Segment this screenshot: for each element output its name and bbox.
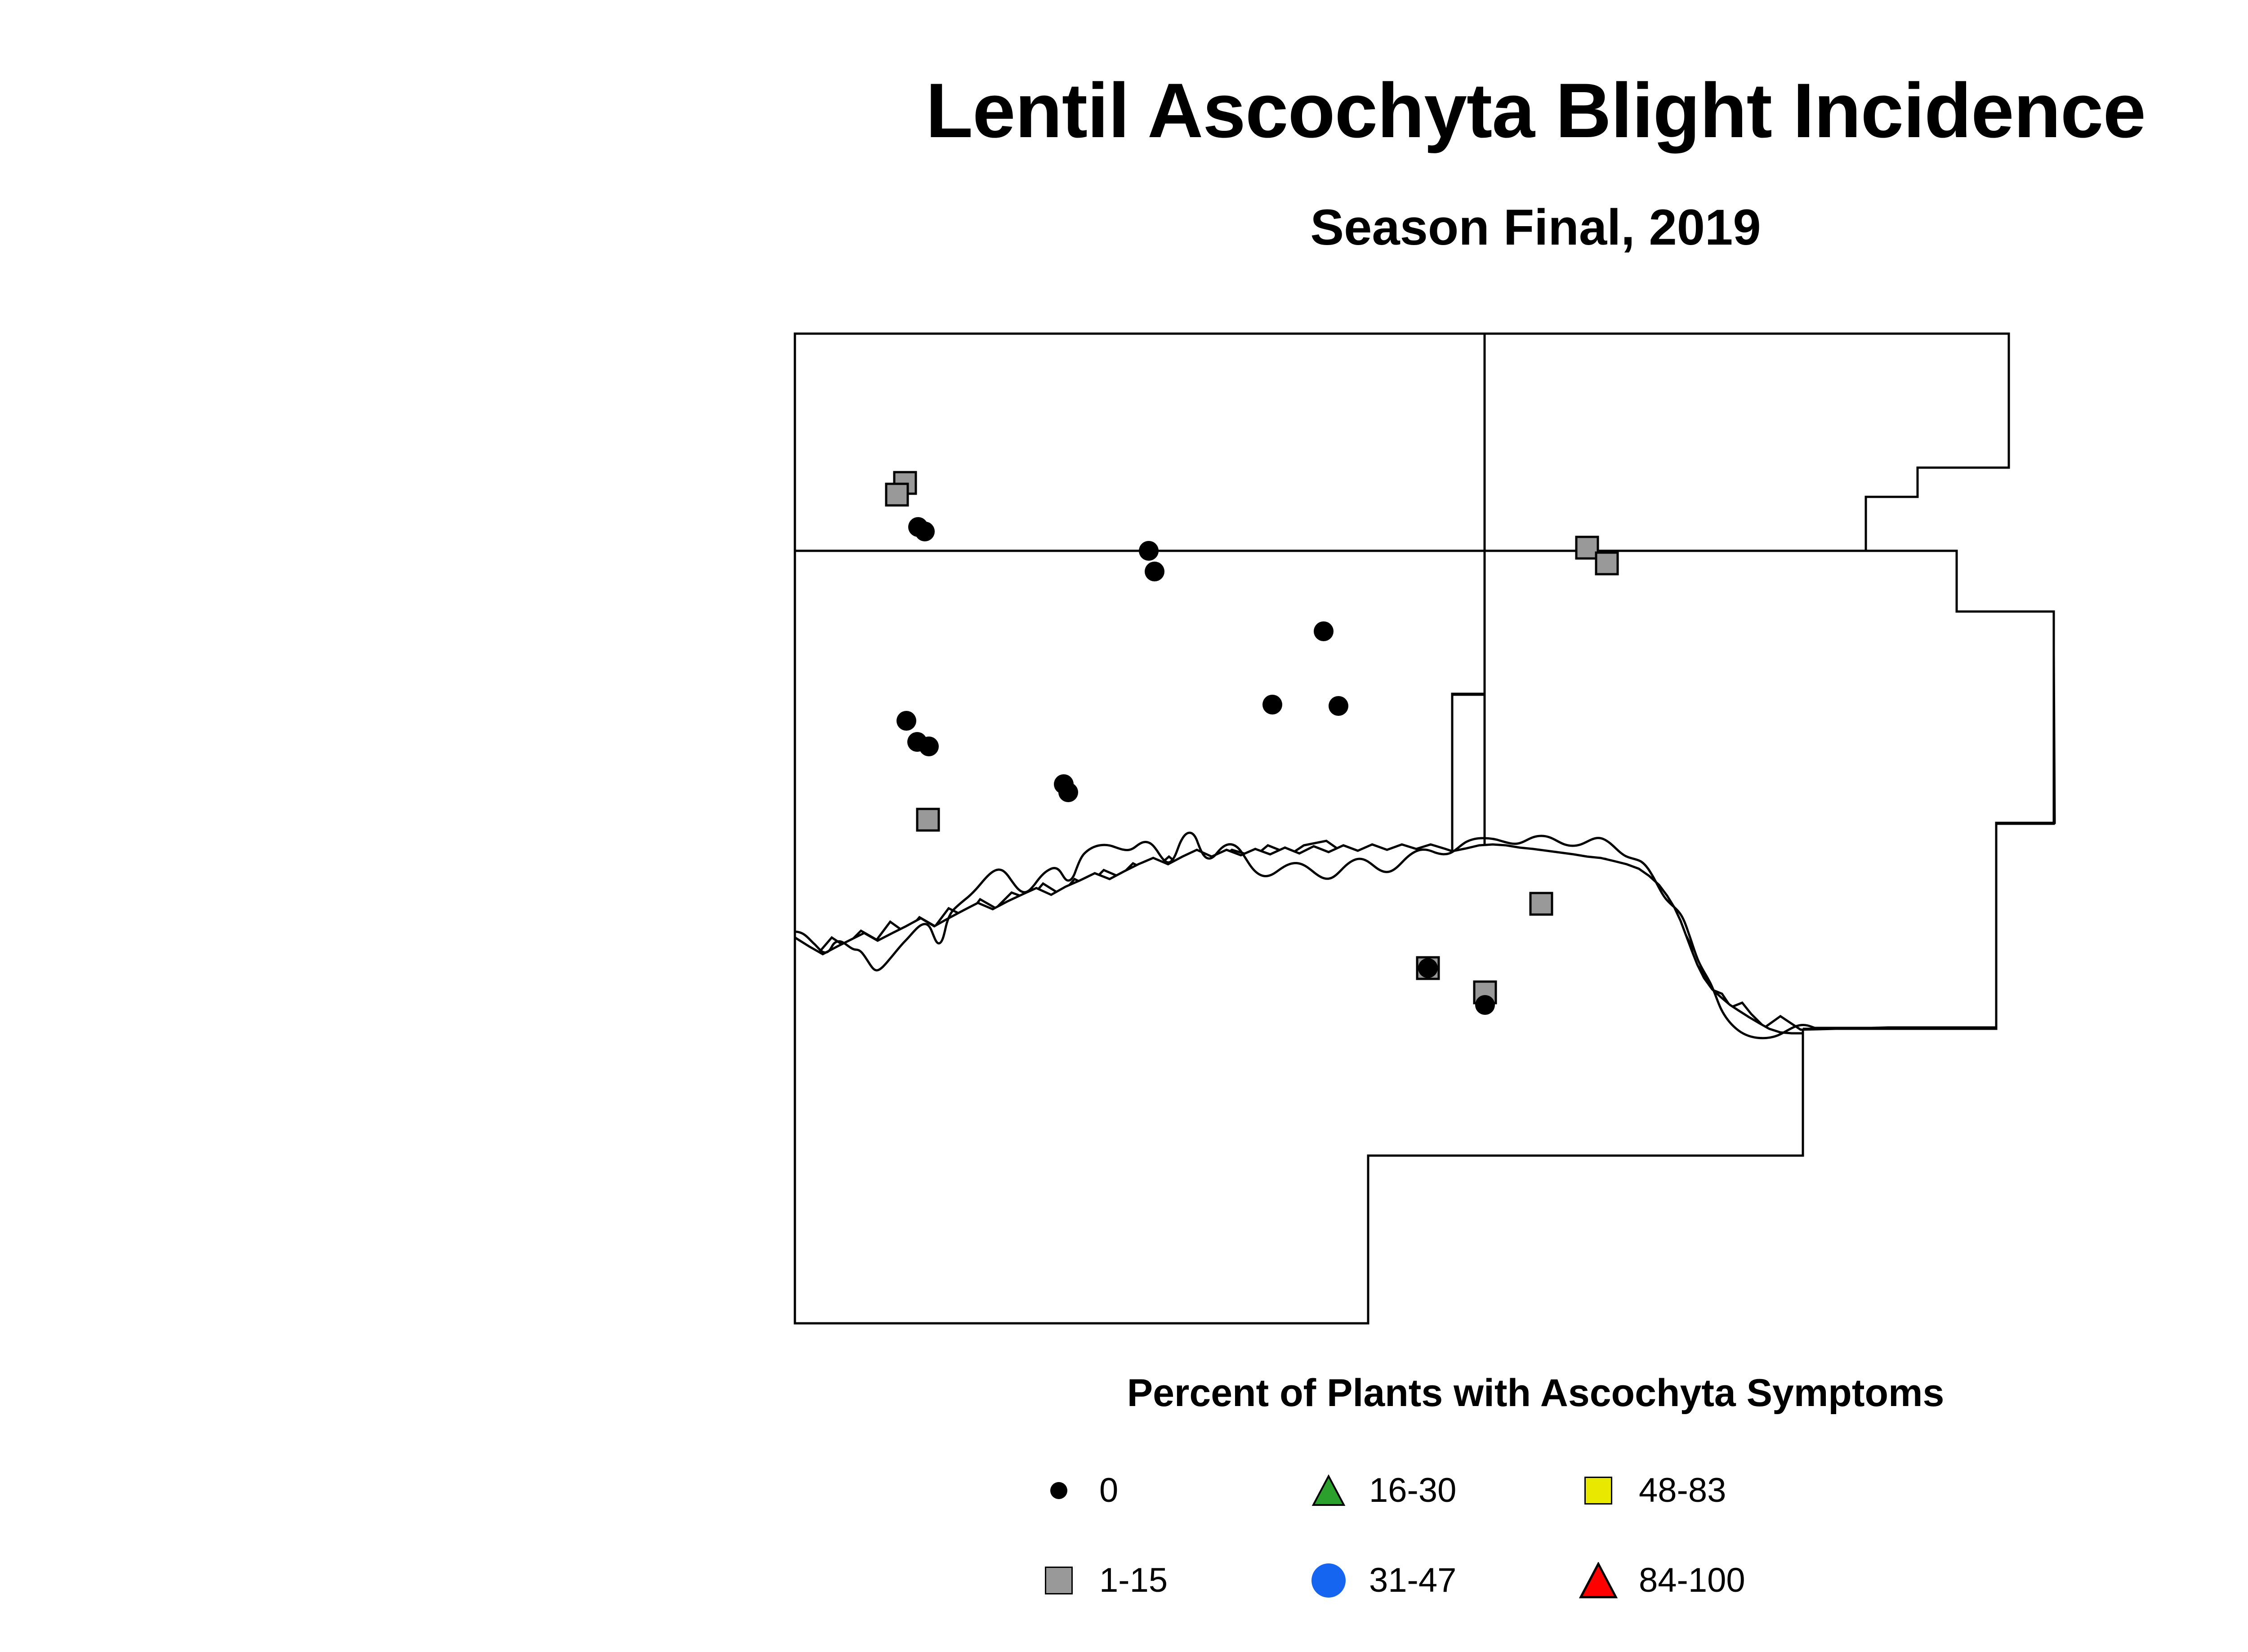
legend-circle-small-icon bbox=[1039, 1470, 1079, 1511]
river-boundary bbox=[794, 831, 1996, 1040]
legend-yellow-square-icon bbox=[1578, 1470, 1619, 1511]
legend-item-31-47[interactable]: 31-47 bbox=[1308, 1536, 1578, 1625]
legend-label-84-100: 84-100 bbox=[1639, 1561, 1745, 1599]
site-ne-square-a[interactable] bbox=[1575, 536, 1599, 560]
site-se-square-a[interactable] bbox=[1529, 892, 1553, 916]
site-w-circle-a[interactable] bbox=[897, 711, 916, 731]
legend-label-0: 0 bbox=[1099, 1471, 1119, 1509]
site-n-circle-b[interactable] bbox=[1145, 562, 1164, 581]
legend-item-1-15[interactable]: 1-15 bbox=[1039, 1536, 1308, 1625]
legend: 0 1-15 16-30 31-47 48-83 bbox=[1039, 1446, 1983, 1625]
page-subtitle: Season Final, 2019 bbox=[1310, 199, 1761, 255]
legend-label-16-30: 16-30 bbox=[1369, 1471, 1457, 1509]
site-ne-square-b[interactable] bbox=[1595, 551, 1619, 576]
border-east-step bbox=[1803, 551, 2055, 1030]
legend-blue-circle-icon bbox=[1308, 1560, 1349, 1601]
region-northeast bbox=[1483, 332, 2010, 552]
site-s-circle-b[interactable] bbox=[1475, 995, 1495, 1015]
site-c-circle-a[interactable] bbox=[1314, 621, 1334, 641]
site-s-circle-a[interactable] bbox=[1418, 958, 1438, 978]
legend-item-16-30[interactable]: 16-30 bbox=[1308, 1446, 1578, 1536]
site-nw-circle-b[interactable] bbox=[915, 522, 935, 541]
legend-label-1-15: 1-15 bbox=[1099, 1561, 1168, 1599]
legend-label-31-47: 31-47 bbox=[1369, 1561, 1457, 1599]
region-south-central bbox=[794, 843, 1804, 1325]
legend-item-48-83[interactable]: 48-83 bbox=[1578, 1446, 1848, 1536]
page-title: Lentil Ascochyta Blight Incidence bbox=[925, 67, 2146, 154]
legend-green-triangle-icon bbox=[1308, 1470, 1349, 1511]
legend-title: Percent of Plants with Ascochyta Symptom… bbox=[1127, 1371, 1945, 1415]
site-sw-square[interactable] bbox=[916, 808, 940, 832]
legend-item-0[interactable]: 0 bbox=[1039, 1446, 1308, 1536]
region-northwest bbox=[794, 332, 1486, 552]
legend-label-48-83: 48-83 bbox=[1639, 1471, 1726, 1509]
site-c-circle-c[interactable] bbox=[1329, 696, 1348, 716]
site-wc-circle-b[interactable] bbox=[1058, 782, 1078, 802]
legend-item-84-100[interactable]: 84-100 bbox=[1578, 1536, 1848, 1625]
border-northeast-step bbox=[1864, 334, 2010, 552]
marker-layer-circles bbox=[897, 517, 1495, 1015]
legend-red-triangle-icon bbox=[1578, 1560, 1619, 1601]
site-c-circle-b[interactable] bbox=[1262, 695, 1282, 714]
legend-gray-square-icon bbox=[1039, 1560, 1079, 1601]
site-n-circle-a[interactable] bbox=[1139, 541, 1159, 561]
site-nw-square-b[interactable] bbox=[885, 482, 909, 507]
site-w-circle-c[interactable] bbox=[919, 737, 939, 756]
